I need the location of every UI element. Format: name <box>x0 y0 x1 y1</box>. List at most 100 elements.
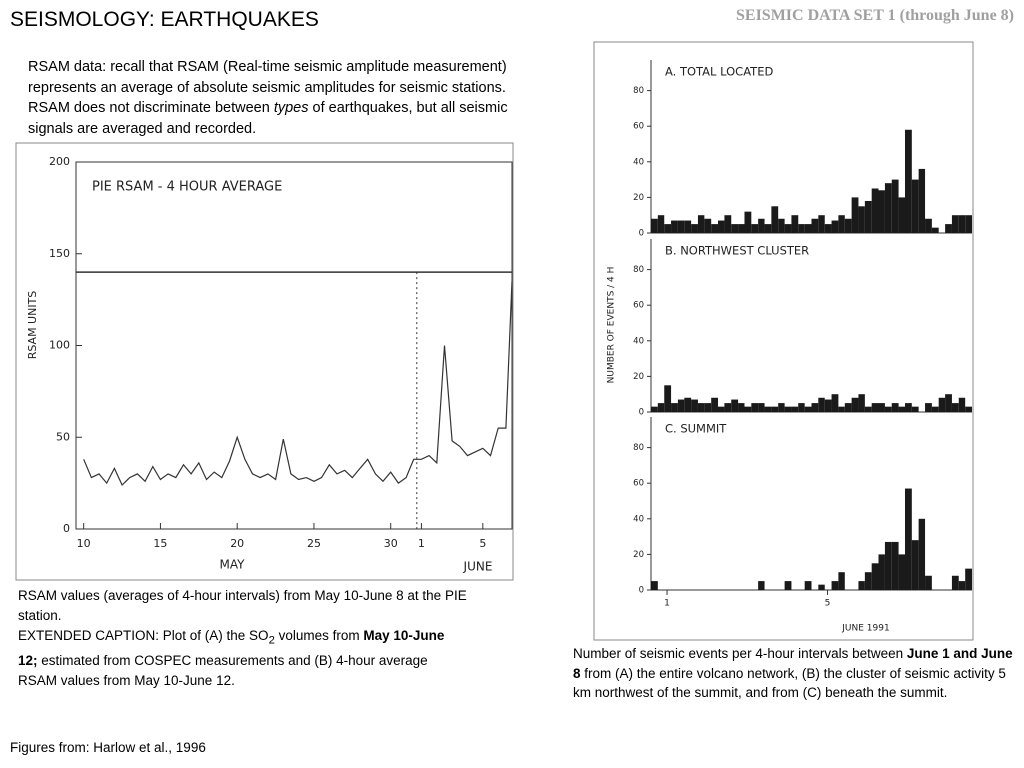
slide-title: SEISMOLOGY: EARTHQUAKES <box>10 8 319 31</box>
caption: RSAM values (averages of 4-hour interval… <box>18 588 467 623</box>
histogram-bar <box>657 403 665 412</box>
histogram-bar <box>958 397 966 412</box>
histogram-bar <box>784 581 792 590</box>
y-tick-label: 0 <box>639 229 644 239</box>
histogram-bar <box>798 403 805 412</box>
histogram-bar <box>697 403 705 412</box>
histogram-bar <box>657 215 665 233</box>
histogram-bar <box>844 218 852 233</box>
histogram-bar <box>965 215 972 233</box>
histogram-bar <box>945 394 952 412</box>
histogram-bar <box>831 220 839 233</box>
text: of earthquakes, but all seismic signals … <box>28 100 508 137</box>
histogram-bar <box>858 206 865 233</box>
y-tick-label: 0 <box>63 522 70 535</box>
histogram-bar <box>824 399 832 412</box>
histogram-bar <box>704 403 712 412</box>
y-tick-label: 0 <box>639 408 644 418</box>
histogram-bar <box>818 397 825 412</box>
text: estimated from COSPEC measurements and (… <box>18 653 428 688</box>
histogram-bar <box>811 403 819 412</box>
x-tick-label: 30 <box>384 537 398 550</box>
histogram-bar <box>758 403 765 412</box>
slide-subtitle: SEISMIC DATA SET 1 (through June 8) <box>736 7 1014 24</box>
y-tick-label: 80 <box>633 265 644 275</box>
histogram-bar <box>718 406 725 412</box>
caption: Number of seismic events per 4-hour inte… <box>573 644 1018 703</box>
y-tick-label: 200 <box>49 155 70 168</box>
histogram-bar <box>864 572 872 590</box>
histogram-bar <box>965 568 972 590</box>
histogram-bar <box>945 224 952 233</box>
y-tick-label: 20 <box>633 193 644 203</box>
histogram-bar <box>671 220 678 233</box>
histogram-bar <box>918 168 926 233</box>
histogram-bar <box>744 406 752 412</box>
x-tick-label: 10 <box>77 537 91 550</box>
histogram-bar <box>651 406 658 412</box>
histogram-bar <box>651 218 658 233</box>
histogram-bar <box>911 406 919 412</box>
histogram-bar <box>664 385 672 412</box>
figure-frame <box>15 142 514 581</box>
histogram-bar <box>871 403 879 412</box>
histogram-bar <box>731 224 739 233</box>
histogram-bar <box>784 224 792 233</box>
text-italic: types <box>273 100 309 116</box>
histogram-bar <box>884 183 892 233</box>
histogram-bar <box>864 200 872 233</box>
histogram-bar <box>684 397 692 412</box>
histogram-bar <box>911 179 919 233</box>
text: from (A) the entire volcano network, (B)… <box>573 665 1006 701</box>
y-tick-label: 0 <box>639 586 644 596</box>
histogram-bar <box>738 224 745 233</box>
histogram-bar <box>751 403 759 412</box>
histogram-bar <box>965 406 972 412</box>
x-tick-label: 25 <box>307 537 321 550</box>
y-axis-label: RSAM UNITS <box>26 291 39 360</box>
footer: Figures from: Harlow et al., 1996 <box>10 740 206 755</box>
histogram-bar <box>818 215 825 233</box>
histogram-bar <box>958 215 966 233</box>
histogram-bar <box>711 397 719 412</box>
histogram-bar <box>804 224 812 233</box>
histogram-bar <box>878 190 885 233</box>
histogram-bar <box>704 218 712 233</box>
text: volumes from <box>274 628 364 643</box>
subscript: 2 <box>268 634 275 647</box>
text: EXTENDED CAPTION: Plot of (A) the SO <box>18 628 269 643</box>
histogram-bar <box>811 218 819 233</box>
x-tick-label: 5 <box>479 537 486 550</box>
histogram-bar <box>838 572 845 590</box>
y-tick-label: 40 <box>633 157 644 167</box>
y-tick-label: 40 <box>633 514 644 524</box>
histogram-bar <box>804 406 812 412</box>
x-tick-label: 1 <box>418 537 425 550</box>
histogram-bar <box>951 403 959 412</box>
histogram-bar <box>958 581 966 590</box>
histogram-bar <box>804 581 812 590</box>
histogram-bar <box>884 406 892 412</box>
panel-title: B. NORTHWEST CLUSTER <box>665 244 809 258</box>
histogram-bar <box>931 227 939 233</box>
histogram-bar <box>851 397 859 412</box>
histogram-bar <box>898 554 905 590</box>
histogram-bar <box>758 581 765 590</box>
panel-title: C. SUMMIT <box>665 422 727 436</box>
histogram-bar <box>838 215 845 233</box>
histogram-bar <box>677 399 685 412</box>
histogram-bar <box>744 211 752 233</box>
y-tick-label: 50 <box>56 430 70 443</box>
caption-extended: EXTENDED CAPTION: Plot of (A) the SO2 vo… <box>18 626 458 690</box>
histogram-bar <box>911 540 919 590</box>
histogram-bar <box>758 218 765 233</box>
histogram-bar <box>771 206 779 233</box>
histogram-bar <box>798 224 805 233</box>
y-tick-label: 40 <box>633 336 644 346</box>
histogram-bar <box>858 394 865 412</box>
histogram-bar <box>844 403 852 412</box>
histogram-bar <box>791 215 799 233</box>
histogram-bar <box>871 188 879 233</box>
histogram-bar <box>925 218 932 233</box>
